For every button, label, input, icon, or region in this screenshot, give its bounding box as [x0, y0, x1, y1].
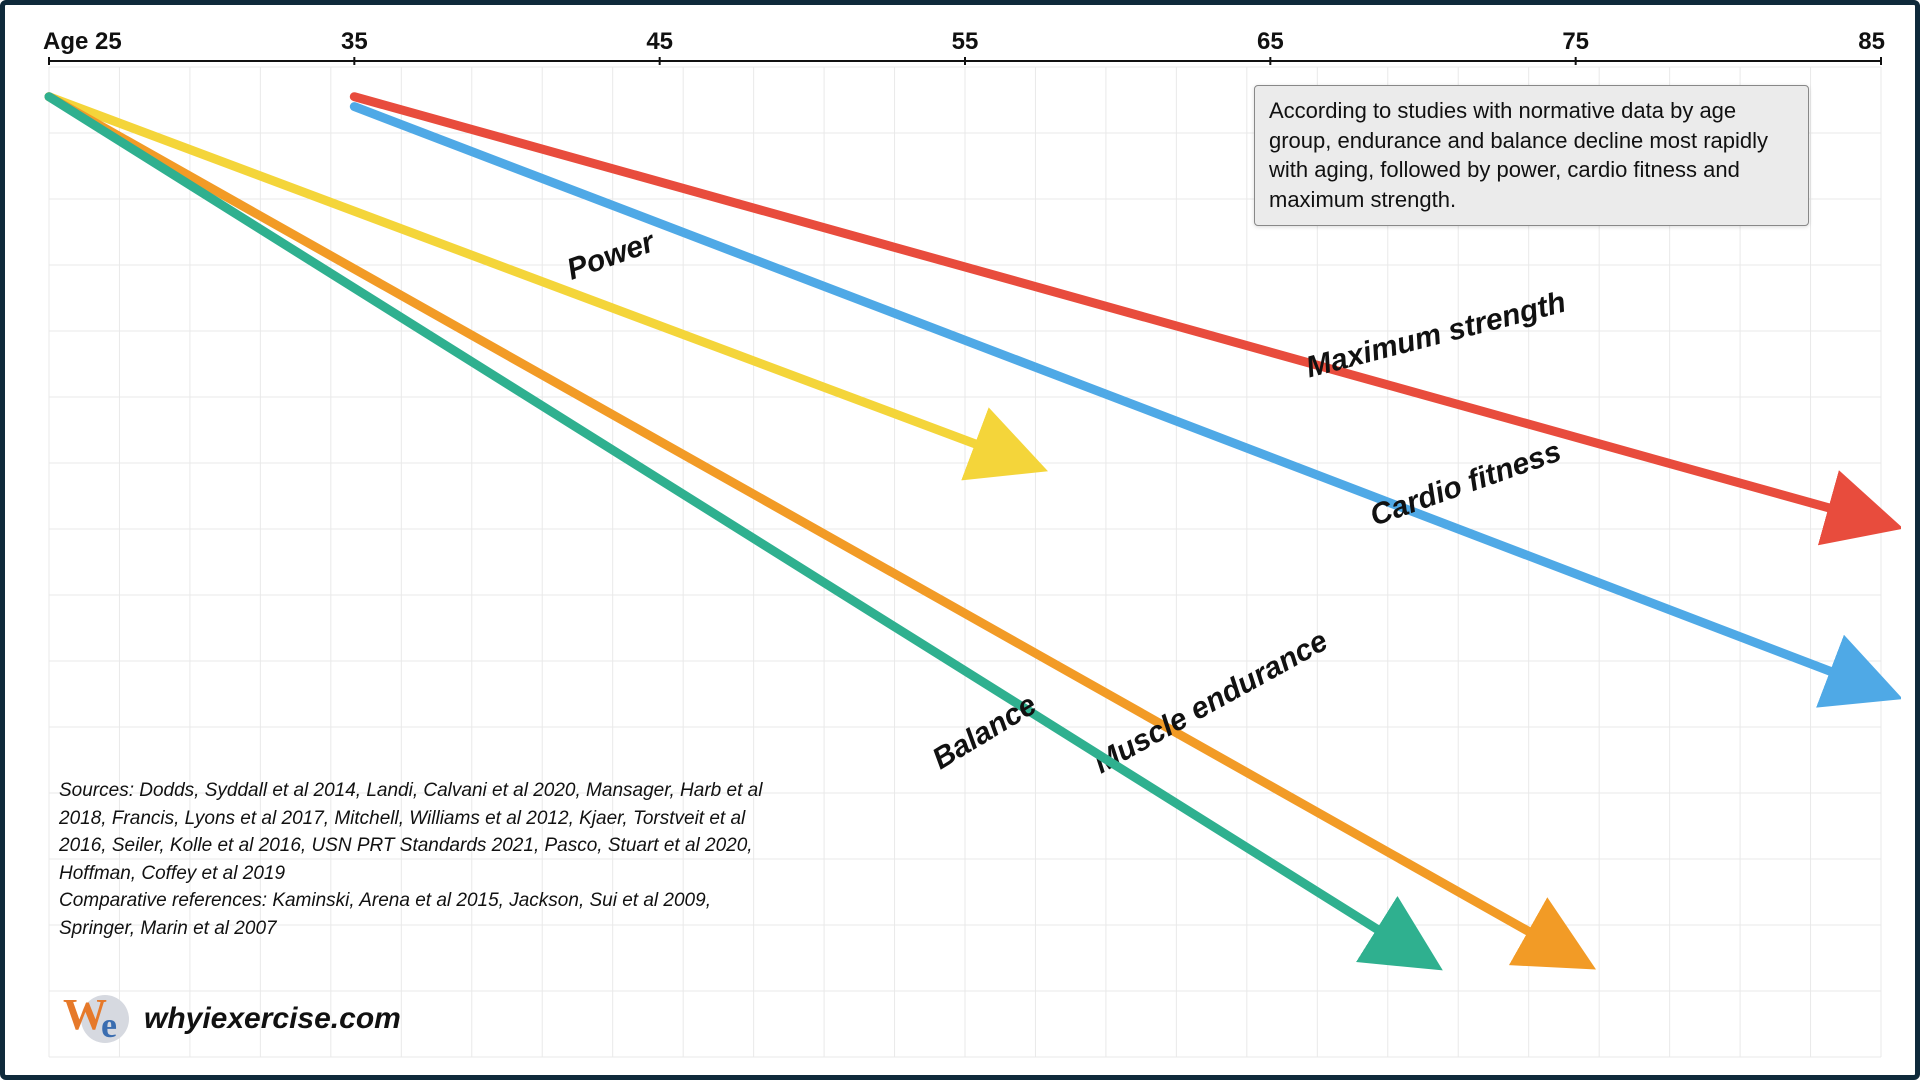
- series-label: Cardio fitness: [1366, 435, 1566, 533]
- sources-block: Sources: Dodds, Syddall et al 2014, Land…: [59, 777, 779, 942]
- chart-area: Age 25354555657585Maximum strengthCardio…: [29, 17, 1901, 1073]
- axis-tick-label: 75: [1562, 28, 1589, 55]
- axis-tick-label: 85: [1858, 28, 1885, 55]
- logo-e: e: [101, 1005, 117, 1045]
- axis-tick-label: Age 25: [43, 28, 122, 55]
- sources-line-0: Sources: Dodds, Syddall et al 2014, Land…: [59, 777, 779, 887]
- site-url: whyiexercise.com: [144, 1002, 401, 1036]
- axis-tick-label: 45: [646, 28, 673, 55]
- series-label: Balance: [927, 688, 1043, 776]
- annotation-text: According to studies with normative data…: [1269, 98, 1768, 212]
- chart-frame: Age 25354555657585Maximum strengthCardio…: [0, 0, 1920, 1080]
- series-label: Power: [563, 225, 661, 287]
- axis-tick-label: 65: [1257, 28, 1284, 55]
- axis-tick-label: 55: [952, 28, 979, 55]
- axis-tick-label: 35: [341, 28, 368, 55]
- annotation-box: According to studies with normative data…: [1254, 85, 1809, 226]
- sources-line-2: Comparative references: Kaminski, Arena …: [59, 887, 779, 942]
